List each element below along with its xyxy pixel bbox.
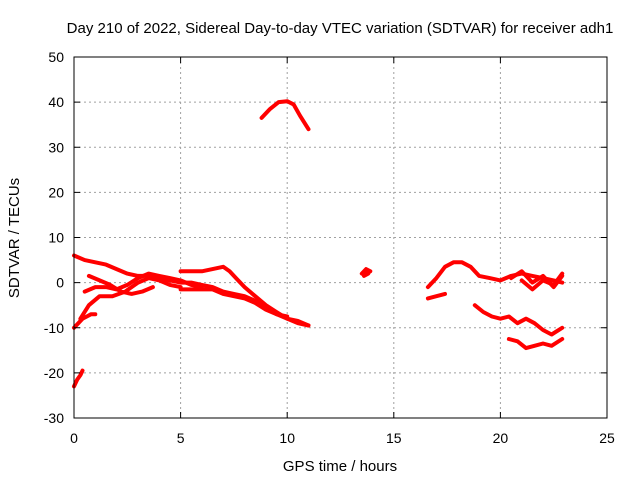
x-tick-label: 20 — [493, 430, 509, 446]
series-arc-5 — [78, 276, 183, 321]
y-tick-label: -10 — [44, 320, 64, 336]
x-tick-labels: 0 5 10 15 20 25 — [70, 430, 615, 446]
series-arc-6 — [86, 273, 155, 296]
axis-ticks — [73, 56, 608, 419]
x-tick-label: 5 — [177, 430, 185, 446]
y-tick-labels: -30 -20 -10 0 10 20 30 40 50 — [44, 49, 64, 426]
chart-title: Day 210 of 2022, Sidereal Day-to-day VTE… — [67, 20, 614, 37]
y-tick-label: -20 — [44, 365, 64, 381]
data-series — [72, 99, 565, 389]
series-arc-10 — [359, 267, 373, 278]
y-tick-label: 10 — [48, 230, 64, 246]
y-tick-label: 30 — [48, 139, 64, 155]
x-tick-label: 15 — [386, 430, 402, 446]
series-arc-12 — [425, 291, 447, 301]
grid-lines — [74, 57, 607, 418]
series-arc-4 — [82, 271, 204, 294]
series-arc-14 — [506, 337, 565, 351]
series-arc-8 — [178, 287, 290, 319]
y-tick-label: 40 — [48, 94, 64, 110]
x-tick-label: 0 — [70, 430, 78, 446]
y-axis-label: SDTVAR / TECUs — [6, 178, 23, 298]
x-axis-label: GPS time / hours — [283, 458, 397, 475]
y-tick-label: -30 — [44, 410, 64, 426]
y-tick-label: 0 — [56, 275, 64, 291]
series-arc-1 — [72, 368, 85, 389]
y-tick-label: 20 — [48, 184, 64, 200]
series-arc-9 — [259, 99, 311, 132]
y-tick-label: 50 — [48, 49, 64, 65]
series-arc-13 — [472, 303, 565, 337]
series-arc-2 — [72, 312, 98, 330]
series-arc-16 — [519, 271, 565, 292]
x-tick-label: 25 — [599, 430, 615, 446]
x-tick-label: 10 — [279, 430, 295, 446]
